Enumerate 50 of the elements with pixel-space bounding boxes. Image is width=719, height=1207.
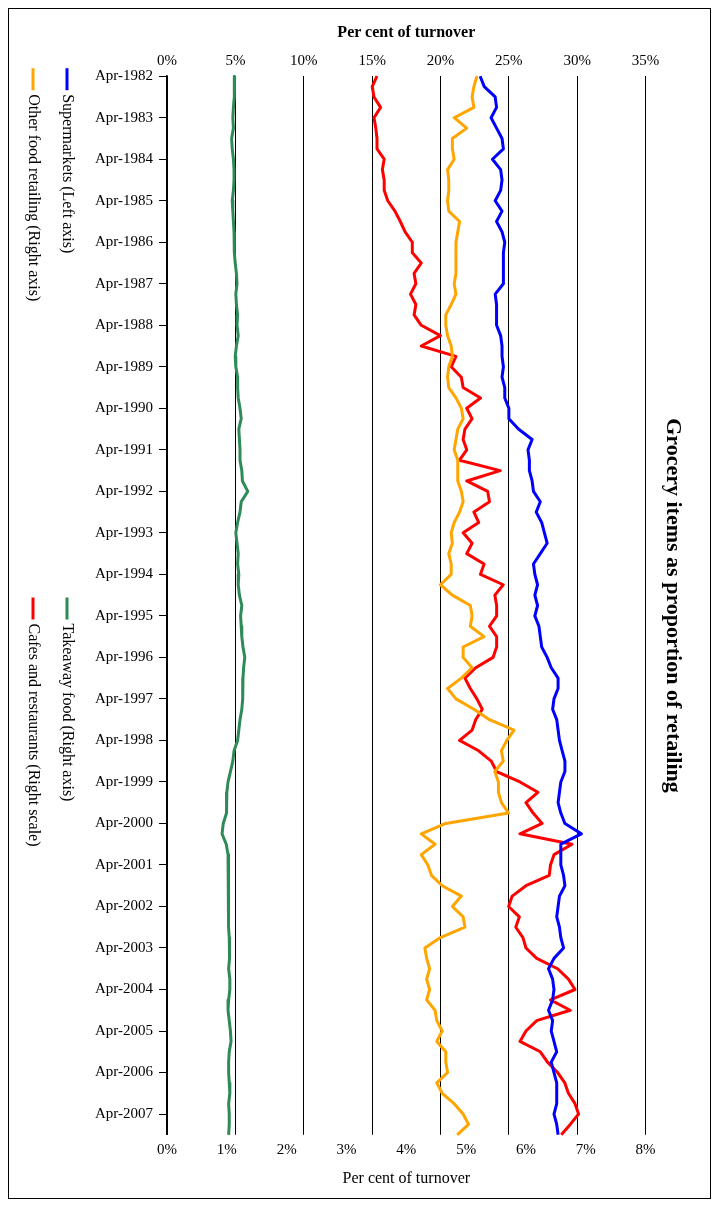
x2-tick-label: 7% bbox=[575, 1140, 596, 1157]
y-tick-label: Apr-1992 bbox=[94, 482, 154, 499]
x2-tick-label: 5% bbox=[456, 1140, 477, 1157]
y-tick-label: Apr-1996 bbox=[94, 648, 154, 665]
text: Grocery items as proportion of retailing bbox=[662, 418, 688, 793]
x2-tick-label: 6% bbox=[515, 1140, 536, 1157]
y-tick-label: Apr-2005 bbox=[94, 1021, 154, 1038]
y-tick-label: Apr-1989 bbox=[94, 357, 154, 374]
x-tick-label: 5% bbox=[225, 52, 246, 69]
x2-tick-label: 3% bbox=[336, 1140, 357, 1157]
x2-tick-label: 8% bbox=[635, 1140, 656, 1157]
x2-tick-label: 2% bbox=[276, 1140, 297, 1157]
y-tick-label: Apr-1986 bbox=[94, 233, 154, 250]
y-tick-label: Apr-1983 bbox=[94, 108, 154, 125]
x-tick-label: 35% bbox=[631, 52, 660, 69]
y-tick-label: Apr-2001 bbox=[94, 855, 154, 872]
y-tick-label: Apr-1993 bbox=[94, 523, 154, 540]
y-tick-label: Apr-2000 bbox=[94, 814, 154, 831]
y-tick-label: Apr-2006 bbox=[94, 1063, 154, 1080]
x-tick-label: 25% bbox=[495, 52, 523, 69]
y-tick-label: Apr-1995 bbox=[94, 606, 154, 623]
x-tick-label: 20% bbox=[426, 52, 455, 69]
y-tick-label: Apr-1994 bbox=[94, 565, 154, 582]
y-tick-label: Apr-1998 bbox=[94, 731, 154, 748]
y-tick-label: Apr-1990 bbox=[94, 399, 154, 416]
x-tick-label: 10% bbox=[290, 52, 318, 69]
x2-tick-label: 1% bbox=[216, 1140, 237, 1157]
y-tick-label: Apr-2003 bbox=[94, 938, 154, 955]
legend-label: Supermarkets (Left axis) bbox=[58, 94, 77, 254]
x-tick-label: 0% bbox=[157, 52, 178, 69]
y-tick-label: Apr-1987 bbox=[94, 274, 154, 291]
legend-label: Other food retailing (Right axis) bbox=[24, 94, 43, 302]
y-tick-label: Apr-1984 bbox=[94, 150, 154, 167]
y-tick-label: Apr-2004 bbox=[94, 980, 154, 997]
x-tick-label: 30% bbox=[563, 52, 591, 69]
y-tick-label: Apr-2002 bbox=[94, 897, 154, 914]
y-tick-label: Apr-1988 bbox=[94, 316, 154, 333]
y-tick-label: Apr-1997 bbox=[94, 689, 154, 706]
x-tick-label: 15% bbox=[358, 52, 386, 69]
legend-label: Takeaway food (Right axis) bbox=[58, 623, 77, 802]
y-tick-label: Apr-1991 bbox=[94, 440, 154, 457]
x-axis-title: Per cent of turnover bbox=[342, 1168, 471, 1186]
y-tick-label: Apr-1985 bbox=[94, 191, 154, 208]
legend-label: Cafes and restaurants (Right scale) bbox=[24, 623, 43, 847]
y-tick-label: Apr-1982 bbox=[94, 67, 154, 84]
y-tick-label: Apr-2007 bbox=[94, 1104, 154, 1121]
y-tick-label: Apr-1999 bbox=[94, 772, 154, 789]
x2-tick-label: 0% bbox=[157, 1140, 178, 1157]
x2-tick-label: 4% bbox=[396, 1140, 417, 1157]
x2-axis-title: Per cent of turnover bbox=[337, 22, 476, 40]
